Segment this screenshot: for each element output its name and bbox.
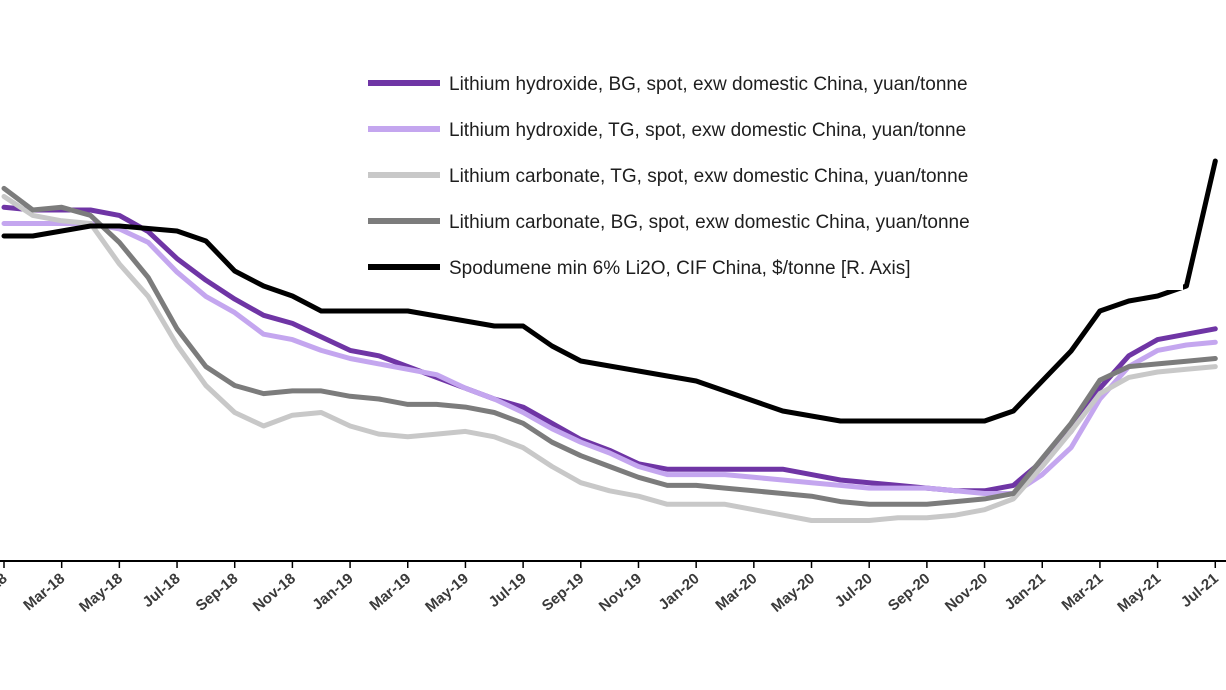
legend-label-4: Lithium carbonate, BG, spot, exw domesti… <box>449 212 970 233</box>
x-tick-label: Mar-21 <box>1059 570 1107 614</box>
x-tick-label: Nov-19 <box>596 570 645 615</box>
legend-label-3: Lithium carbonate, TG, spot, exw domesti… <box>449 166 968 187</box>
series-line-1 <box>1 204 1218 494</box>
x-tick-label: May-21 <box>1114 570 1164 616</box>
x-tick-label: Jul-18 <box>139 570 183 611</box>
legend: Lithium hydroxide, BG, spot, exw domesti… <box>358 62 1183 290</box>
x-tick-label: Mar-20 <box>712 570 760 614</box>
x-tick-label: Jan-21 <box>1001 570 1048 614</box>
x-tick-label: Sep-19 <box>539 570 588 615</box>
x-tick-label: Jul-19 <box>486 570 530 611</box>
legend-background <box>358 62 1183 290</box>
legend-label-1: Lithium hydroxide, BG, spot, exw domesti… <box>449 74 968 95</box>
x-axis-ticks: Jan-18 Mar-18 May-18 Jul-18 Sep-18 Nov-18 Jan-… <box>0 561 1222 616</box>
series-line-4 <box>1 185 1218 507</box>
series-lines <box>1 158 1218 523</box>
series-line-3 <box>1 194 1218 523</box>
x-tick-label: Jan-20 <box>655 570 702 614</box>
x-tick-label: Jan-19 <box>309 570 356 614</box>
x-tick-label: Jul-21 <box>1178 570 1222 611</box>
x-tick-label: Sep-18 <box>193 570 242 615</box>
x-tick-label: Mar-18 <box>20 570 68 614</box>
x-tick-label: Mar-19 <box>366 570 414 614</box>
legend-label-2: Lithium hydroxide, TG, spot, exw domesti… <box>449 120 966 141</box>
x-tick-label: Jul-20 <box>832 570 876 611</box>
x-tick-label: May-20 <box>768 570 818 616</box>
legend-label-5: Spodumene min 6% Li2O, CIF China, $/tonn… <box>449 258 911 279</box>
x-tick-label: Nov-20 <box>942 570 991 615</box>
x-tick-label: Nov-18 <box>250 570 299 615</box>
x-tick-label: Jan-18 <box>0 570 11 614</box>
x-tick-label: May-18 <box>76 570 126 616</box>
x-tick-label: Sep-20 <box>885 570 934 615</box>
x-tick-label: May-19 <box>422 570 472 616</box>
series-line-5 <box>1 158 1218 424</box>
